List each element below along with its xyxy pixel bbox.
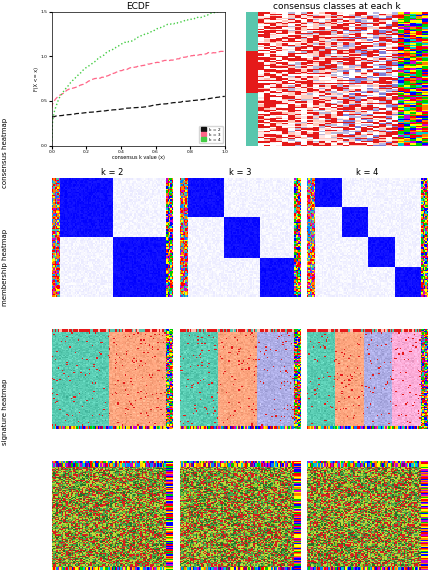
Y-axis label: F(X <= x): F(X <= x): [34, 67, 39, 90]
Title: k = 3: k = 3: [229, 168, 251, 177]
Title: ECDF: ECDF: [127, 2, 150, 11]
Title: k = 2: k = 2: [101, 168, 123, 177]
Text: membership heatmap: membership heatmap: [2, 229, 8, 306]
Text: consensus heatmap: consensus heatmap: [2, 118, 8, 188]
Title: consensus classes at each k: consensus classes at each k: [273, 2, 401, 11]
X-axis label: consensus k value (x): consensus k value (x): [112, 155, 165, 160]
Legend: k = 2, k = 3, k = 4: k = 2, k = 3, k = 4: [200, 126, 222, 143]
Text: signature heatmap: signature heatmap: [2, 378, 8, 445]
Y-axis label: consensus heatmap: consensus heatmap: [17, 206, 22, 269]
Title: k = 4: k = 4: [356, 168, 378, 177]
